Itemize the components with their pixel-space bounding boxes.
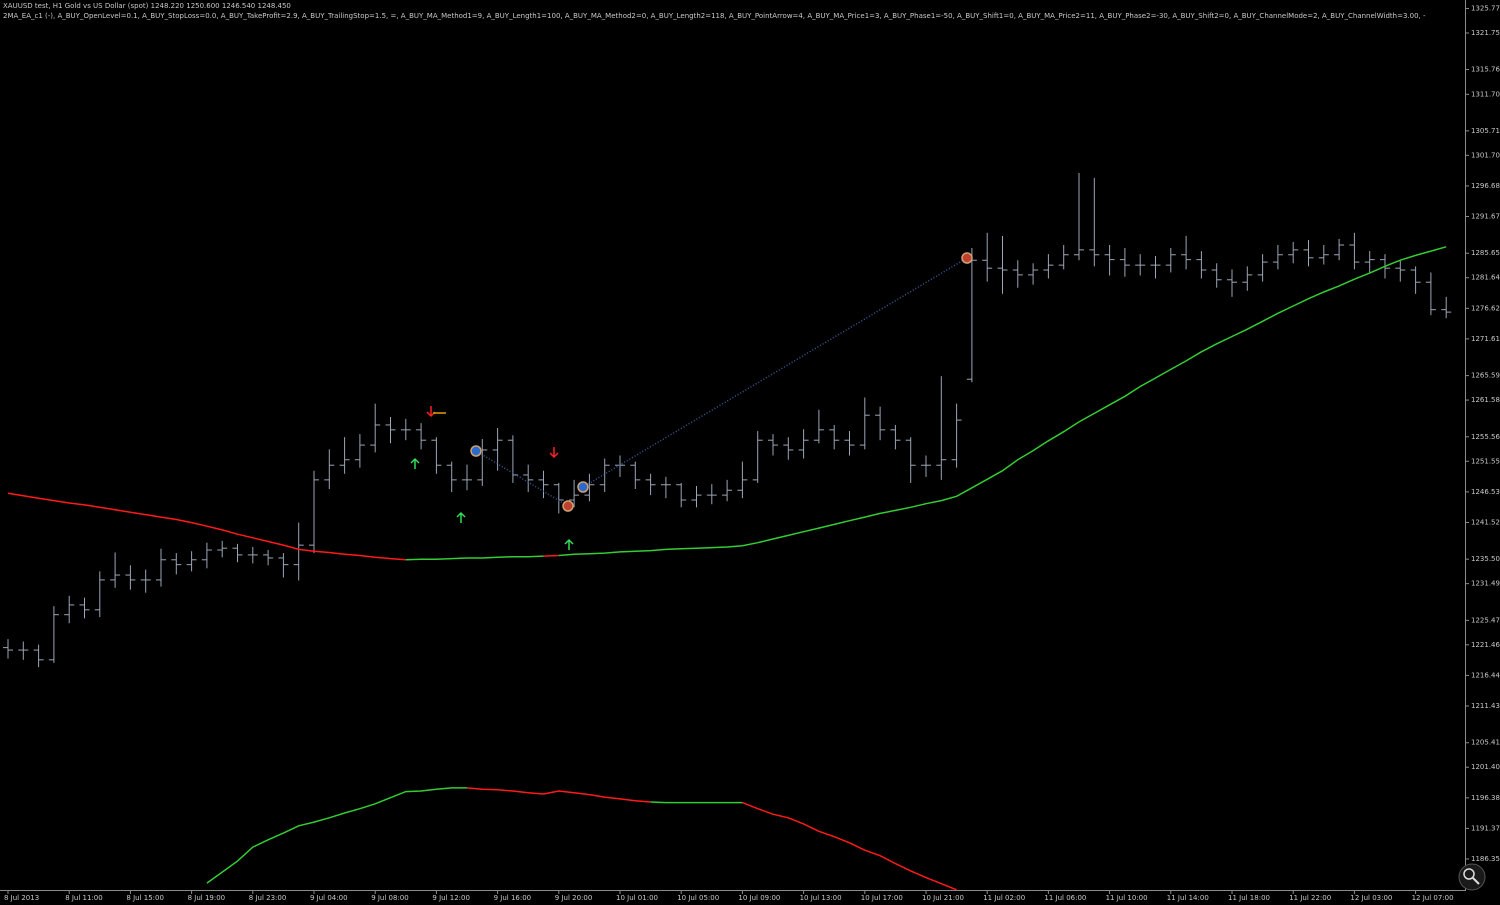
y-tick-label: 1241.52 xyxy=(1471,518,1500,526)
x-tick-label: 12 Jul 07:00 xyxy=(1412,894,1454,902)
y-tick-label: 1296.68 xyxy=(1471,182,1500,190)
y-tick-label: 1186.35 xyxy=(1471,855,1500,863)
y-tick-label: 1265.59 xyxy=(1471,372,1500,380)
y-tick-label: 1255.56 xyxy=(1471,433,1500,441)
y-tick-label: 1221.46 xyxy=(1471,641,1500,649)
y-tick-label: 1231.49 xyxy=(1471,580,1500,588)
x-tick-label: 9 Jul 12:00 xyxy=(432,894,470,902)
y-tick-label: 1225.47 xyxy=(1471,616,1500,624)
x-tick-label: 10 Jul 21:00 xyxy=(922,894,964,902)
x-tick-label: 10 Jul 17:00 xyxy=(861,894,903,902)
y-tick-label: 1276.62 xyxy=(1471,304,1500,312)
x-tick-label: 9 Jul 20:00 xyxy=(555,894,593,902)
indicator-line xyxy=(206,787,467,884)
trade-link xyxy=(582,257,968,488)
signals xyxy=(410,252,973,550)
indicator-line xyxy=(405,555,544,561)
y-tick-label: 1246.53 xyxy=(1471,488,1500,496)
x-tick-label: 11 Jul 18:00 xyxy=(1228,894,1270,902)
x-tick-label: 8 Jul 19:00 xyxy=(188,894,226,902)
trade-open xyxy=(577,481,589,493)
zoom-glass xyxy=(1463,868,1475,880)
trade-open xyxy=(470,445,482,457)
y-tick-label: 1191.37 xyxy=(1471,824,1500,832)
x-tick-label: 10 Jul 05:00 xyxy=(677,894,719,902)
zoom-icon[interactable] xyxy=(1458,863,1486,891)
buy-arrow xyxy=(456,511,466,523)
indicator-line xyxy=(650,801,743,804)
y-tick-label: 1291.67 xyxy=(1471,213,1500,221)
x-tick-label: 10 Jul 01:00 xyxy=(616,894,658,902)
y-tick-label: 1201.40 xyxy=(1471,763,1500,771)
chart-subtitle: 2MA_EA_c1 (-), A_BUY_OpenLevel=0.1, A_BU… xyxy=(3,12,1426,20)
y-tick-label: 1211.43 xyxy=(1471,702,1500,710)
y-tick-label: 1196.38 xyxy=(1471,794,1500,802)
y-tick-label: 1285.65 xyxy=(1471,249,1500,257)
y-tick-label: 1205.41 xyxy=(1471,739,1500,747)
indicator-line xyxy=(7,492,406,561)
plot xyxy=(3,173,1452,891)
y-tick-label: 1271.61 xyxy=(1471,335,1500,343)
indicator-line xyxy=(558,246,1447,557)
x-tick-label: 11 Jul 06:00 xyxy=(1044,894,1086,902)
zoom-button[interactable] xyxy=(1458,863,1486,891)
y-tick-label: 1325.77 xyxy=(1471,4,1500,12)
x-tick-label: 10 Jul 09:00 xyxy=(738,894,780,902)
y-tick-label: 1305.71 xyxy=(1471,127,1500,135)
x-tick-label: 9 Jul 04:00 xyxy=(310,894,348,902)
x-tick-label: 11 Jul 02:00 xyxy=(983,894,1025,902)
y-tick-label: 1315.76 xyxy=(1471,66,1500,74)
zoom-handle xyxy=(1472,877,1480,885)
x-tick-label: 11 Jul 14:00 xyxy=(1167,894,1209,902)
y-tick-label: 1235.50 xyxy=(1471,555,1500,563)
y-tick-label: 1281.64 xyxy=(1471,274,1500,282)
sell-arrow xyxy=(549,447,559,459)
x-tick-label: 12 Jul 03:00 xyxy=(1350,894,1392,902)
x-tick-label: 8 Jul 15:00 xyxy=(126,894,164,902)
trade-close xyxy=(961,252,973,264)
x-tick-label: 9 Jul 16:00 xyxy=(494,894,532,902)
y-tick-label: 1261.58 xyxy=(1471,396,1500,404)
y-tick-label: 1311.70 xyxy=(1471,90,1500,98)
indicator-line xyxy=(742,801,957,891)
x-tick-label: 11 Jul 22:00 xyxy=(1289,894,1331,902)
x-tick-label: 10 Jul 13:00 xyxy=(800,894,842,902)
trade-close xyxy=(562,500,574,512)
y-tick-label: 1251.55 xyxy=(1471,457,1500,465)
indicator-line xyxy=(543,554,559,557)
chart-title: XAUUSD test, H1 Gold vs US Dollar (spot)… xyxy=(3,2,291,10)
y-tick-label: 1321.75 xyxy=(1471,29,1500,37)
x-tick-label: 8 Jul 2013 xyxy=(4,894,39,902)
indicator-line xyxy=(466,787,651,803)
buy-arrow xyxy=(410,457,420,469)
x-tick-label: 8 Jul 11:00 xyxy=(65,894,103,902)
y-tick-label: 1216.44 xyxy=(1471,671,1500,679)
buy-arrow xyxy=(564,538,574,550)
x-tick-label: 9 Jul 08:00 xyxy=(371,894,409,902)
y-tick-label: 1301.70 xyxy=(1471,151,1500,159)
x-tick-label: 8 Jul 23:00 xyxy=(249,894,287,902)
x-tick-label: 11 Jul 10:00 xyxy=(1106,894,1148,902)
